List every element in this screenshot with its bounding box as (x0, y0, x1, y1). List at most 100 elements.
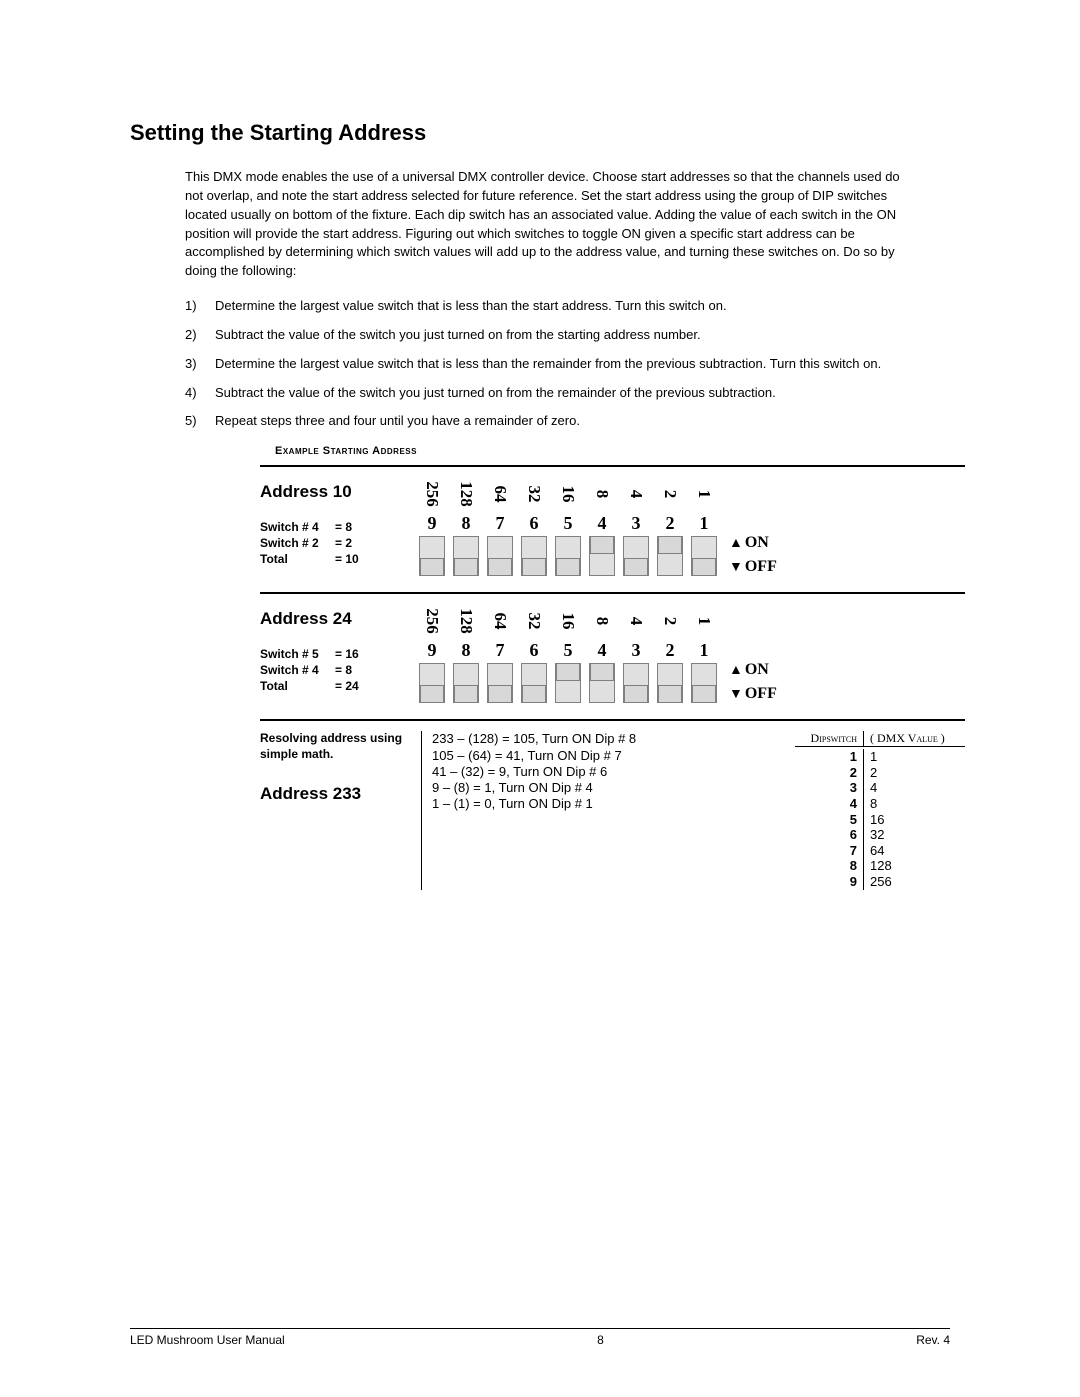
dmx-value-label: 64 (483, 477, 517, 511)
dip-number: 4 (585, 640, 619, 661)
dip-switch (453, 536, 479, 576)
math-step-line: 233 – (128) = 105, Turn ON Dip # 8 (432, 731, 795, 747)
dip-number: 2 (653, 513, 687, 534)
dip-number: 9 (415, 513, 449, 534)
dmx-value-label: 1 (687, 604, 721, 638)
step-number: 4) (185, 384, 215, 403)
footer-right: Rev. 4 (916, 1333, 950, 1347)
dip-number: 8 (449, 513, 483, 534)
table-row: 34 (795, 780, 965, 796)
table-row: 9256 (795, 874, 965, 890)
dip-switch (419, 536, 445, 576)
address-title: Address 233 (260, 784, 415, 804)
dip-switch (555, 663, 581, 703)
dmx-value-label: 16 (551, 477, 585, 511)
step-item: 3)Determine the largest value switch tha… (185, 355, 905, 374)
footer-center: 8 (597, 1333, 604, 1347)
dmx-value-label: 64 (483, 604, 517, 638)
dmx-value-label: 128 (449, 477, 483, 511)
math-line: Total= 10 (260, 552, 415, 566)
dip-switch (453, 663, 479, 703)
on-label: ▲ON (729, 661, 769, 679)
resolve-subtitle: Resolving address using simple math. (260, 731, 415, 762)
dip-number: 1 (687, 640, 721, 661)
table-row: 48 (795, 796, 965, 812)
table-header: ( DMX Value ) (864, 731, 945, 746)
address-title: Address 24 (260, 609, 415, 629)
dip-number: 4 (585, 513, 619, 534)
dmx-value-label: 2 (653, 477, 687, 511)
table-row: 764 (795, 843, 965, 859)
dmx-value-label: 256 (415, 477, 449, 511)
dip-switch (623, 536, 649, 576)
dmx-value-label: 128 (449, 604, 483, 638)
math-step-line: 41 – (32) = 9, Turn ON Dip # 6 (432, 764, 795, 780)
table-row: 516 (795, 812, 965, 828)
math-line: Switch # 2= 2 (260, 536, 415, 550)
step-text: Repeat steps three and four until you ha… (215, 412, 905, 431)
dip-number: 3 (619, 640, 653, 661)
dip-switch (657, 536, 683, 576)
step-text: Subtract the value of the switch you jus… (215, 326, 905, 345)
example-10: Address 10 Switch # 4= 8 Switch # 2= 2 Tot… (260, 467, 965, 592)
dip-number: 3 (619, 513, 653, 534)
dip-switch (521, 663, 547, 703)
page-footer: LED Mushroom User Manual 8 Rev. 4 (130, 1328, 950, 1347)
dmx-value-label: 32 (517, 604, 551, 638)
math-line: Switch # 4= 8 (260, 520, 415, 534)
dip-switch (691, 663, 717, 703)
math-line: Switch # 4= 8 (260, 663, 415, 677)
dmx-value-label: 2 (653, 604, 687, 638)
dip-switch (657, 663, 683, 703)
dip-switch (589, 536, 615, 576)
dip-number: 2 (653, 640, 687, 661)
dip-switch (487, 663, 513, 703)
dmx-value-label: 16 (551, 604, 585, 638)
step-item: 1)Determine the largest value switch tha… (185, 297, 905, 316)
step-text: Determine the largest value switch that … (215, 355, 905, 374)
dip-number: 7 (483, 513, 517, 534)
address-title: Address 10 (260, 482, 415, 502)
dip-switch (555, 536, 581, 576)
step-text: Subtract the value of the switch you jus… (215, 384, 905, 403)
math-line: Total= 24 (260, 679, 415, 693)
dip-switch (419, 663, 445, 703)
dip-number: 5 (551, 640, 585, 661)
step-number: 1) (185, 297, 215, 316)
table-row: 8128 (795, 858, 965, 874)
step-text: Determine the largest value switch that … (215, 297, 905, 316)
table-header: Dipswitch (795, 731, 864, 746)
step-item: 5)Repeat steps three and four until you … (185, 412, 905, 431)
dip-number: 6 (517, 513, 551, 534)
dip-number: 1 (687, 513, 721, 534)
dip-switch (487, 536, 513, 576)
math-line: Switch # 5= 16 (260, 647, 415, 661)
dmx-value-table: Dipswitch ( DMX Value ) 1122344851663276… (795, 731, 965, 889)
step-number: 2) (185, 326, 215, 345)
example-233: Resolving address using simple math. Add… (260, 721, 965, 889)
dmx-value-label: 8 (585, 477, 619, 511)
dip-switch (691, 536, 717, 576)
table-row: 632 (795, 827, 965, 843)
table-row: 22 (795, 765, 965, 781)
step-item: 2)Subtract the value of the switch you j… (185, 326, 905, 345)
on-label: ▲ON (729, 534, 769, 552)
step-number: 5) (185, 412, 215, 431)
dmx-value-label: 4 (619, 477, 653, 511)
steps-list: 1)Determine the largest value switch tha… (185, 297, 905, 431)
dip-number: 9 (415, 640, 449, 661)
dmx-value-label: 4 (619, 604, 653, 638)
example-24: Address 24 Switch # 5= 16 Switch # 4= 8 To… (260, 594, 965, 719)
dip-switch (589, 663, 615, 703)
dip-switch (521, 536, 547, 576)
math-step-line: 9 – (8) = 1, Turn ON Dip # 4 (432, 780, 795, 796)
dmx-value-label: 8 (585, 604, 619, 638)
off-label: ▼OFF (729, 558, 777, 576)
dip-number: 5 (551, 513, 585, 534)
page-title: Setting the Starting Address (130, 120, 950, 146)
dmx-value-label: 256 (415, 604, 449, 638)
dip-number: 6 (517, 640, 551, 661)
example-caption: Example Starting Address (275, 445, 950, 457)
footer-left: LED Mushroom User Manual (130, 1333, 285, 1347)
table-row: 11 (795, 749, 965, 765)
